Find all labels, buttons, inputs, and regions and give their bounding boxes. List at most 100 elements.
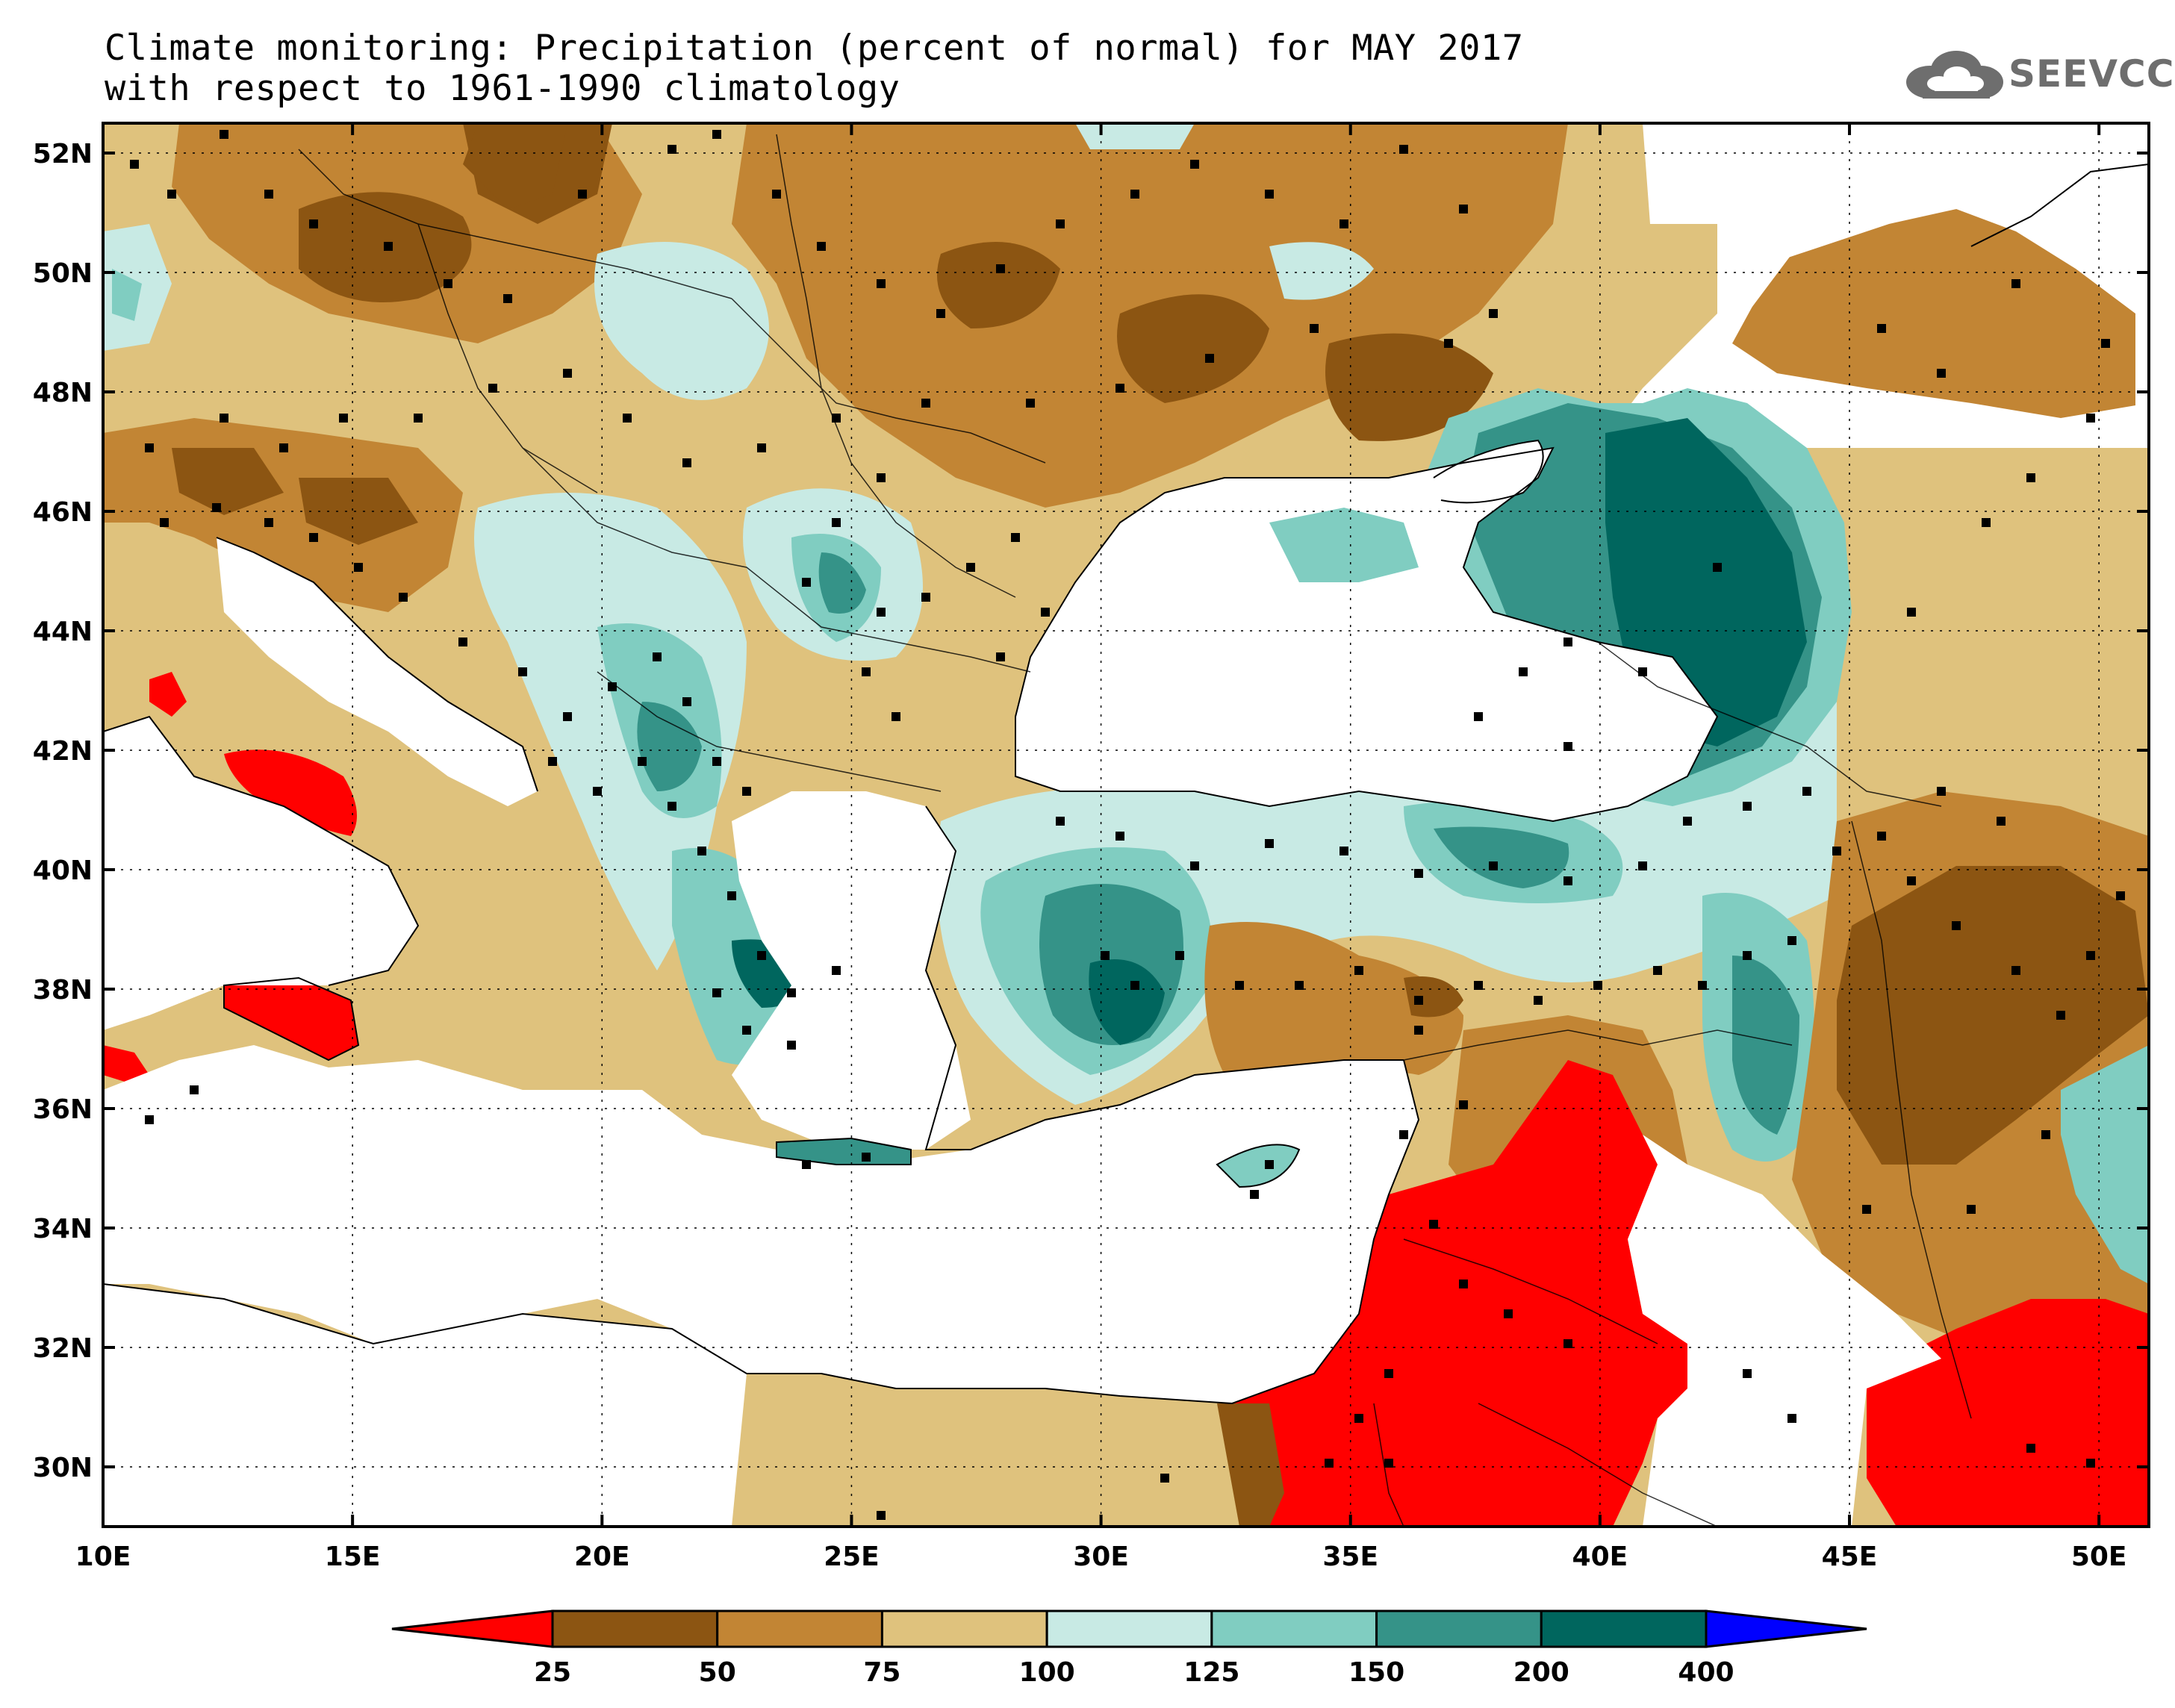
station-marker [608,682,617,691]
colorbar-cell [1210,1609,1378,1648]
station-marker [1967,1205,1976,1214]
station-marker [832,966,841,975]
station-marker [503,294,512,303]
station-marker [817,242,826,251]
station-marker [1907,608,1916,617]
station-marker [1862,1205,1871,1214]
lon-label: 25E [824,1542,880,1572]
station-marker [1638,667,1647,676]
station-marker [1802,787,1811,796]
colorbar-label: 200 [1513,1657,1569,1688]
station-marker [167,190,176,199]
station-marker [921,399,930,408]
station-marker [877,1511,886,1520]
country-borders [298,134,1972,1527]
station-marker [279,443,288,452]
aegean-sea [732,791,971,1150]
colorbar-cell [880,1609,1048,1648]
station-marker [787,1041,796,1050]
station-marker [1563,876,1572,885]
station-marker [220,130,228,139]
lon-label: 15E [325,1542,381,1572]
station-marker [1399,145,1408,154]
station-marker [1310,324,1319,333]
crete [777,1138,911,1165]
lon-label: 40E [1572,1542,1628,1572]
station-marker [1937,369,1946,378]
station-marker [772,190,781,199]
station-marker [1130,981,1139,990]
africa-land-blank [103,1284,747,1527]
station-marker [802,1160,811,1169]
lat-label: 32N [33,1333,93,1364]
station-marker [742,787,751,796]
station-marker [757,443,766,452]
lon-axis-labels: 10E 15E 20E 25E 30E 35E 40E 45E 50E [75,1542,2127,1572]
station-marker [712,988,721,997]
station-marker [1414,869,1423,878]
station-marker [623,414,632,423]
lat-axis-labels: 52N 50N 48N 46N 44N 42N 40N 38N 36N 34N 32N 30N [33,139,93,1483]
station-marker [682,697,691,706]
station-marker [892,712,900,721]
station-marker [653,652,662,661]
lat-label: 50N [33,258,93,289]
station-marker [1190,861,1199,870]
cloud-logo-icon [1906,51,2003,99]
station-marker [1743,802,1752,811]
station-marker [1638,861,1647,870]
station-marker [1101,951,1110,960]
station-marker [921,593,930,602]
lon-label: 50E [2071,1542,2127,1572]
station-marker [996,652,1005,661]
station-marker [1504,1309,1513,1318]
station-marker [264,190,273,199]
station-marker [2101,339,2110,348]
station-marker [966,563,975,572]
east-blank [1628,1135,1941,1527]
lat-label: 38N [33,975,93,1006]
station-marker [1026,399,1035,408]
station-marker [877,473,886,482]
station-marker [1414,996,1423,1005]
station-marker [802,578,811,587]
colorbar-cell [551,1609,719,1648]
colorbar-low-arrow [391,1609,554,1648]
station-marker [578,190,587,199]
station-marker [1339,219,1348,228]
station-marker [160,518,169,527]
station-marker [1653,966,1662,975]
station-marker [742,1026,751,1035]
lat-label: 48N [33,378,93,408]
lat-label: 30N [33,1453,93,1483]
station-markers [130,130,2125,1520]
lon-label: 45E [1822,1542,1878,1572]
station-marker [1414,1026,1423,1035]
station-marker [1444,339,1453,348]
station-marker [668,145,676,154]
station-marker [1115,384,1124,393]
station-marker [1997,817,2006,826]
station-marker [1115,832,1124,841]
station-marker [563,712,572,721]
station-marker [1339,847,1348,855]
mediterranean-sea [103,1045,1419,1403]
station-marker [1683,817,1692,826]
colorbar-label: 75 [863,1657,900,1688]
colorbar-cell [1045,1609,1213,1648]
caspian-blank [2135,314,2149,448]
station-marker [1250,1190,1259,1199]
station-marker [1563,638,1572,646]
station-marker [757,951,766,960]
station-marker [1459,1100,1468,1109]
station-marker [862,667,871,676]
station-marker [458,638,467,646]
station-marker [220,414,228,423]
station-marker [1534,996,1543,1005]
station-marker [1952,921,1961,930]
station-marker [145,443,154,452]
axis-ticks [102,123,2149,1527]
station-marker [832,414,841,423]
station-marker [1787,936,1796,945]
